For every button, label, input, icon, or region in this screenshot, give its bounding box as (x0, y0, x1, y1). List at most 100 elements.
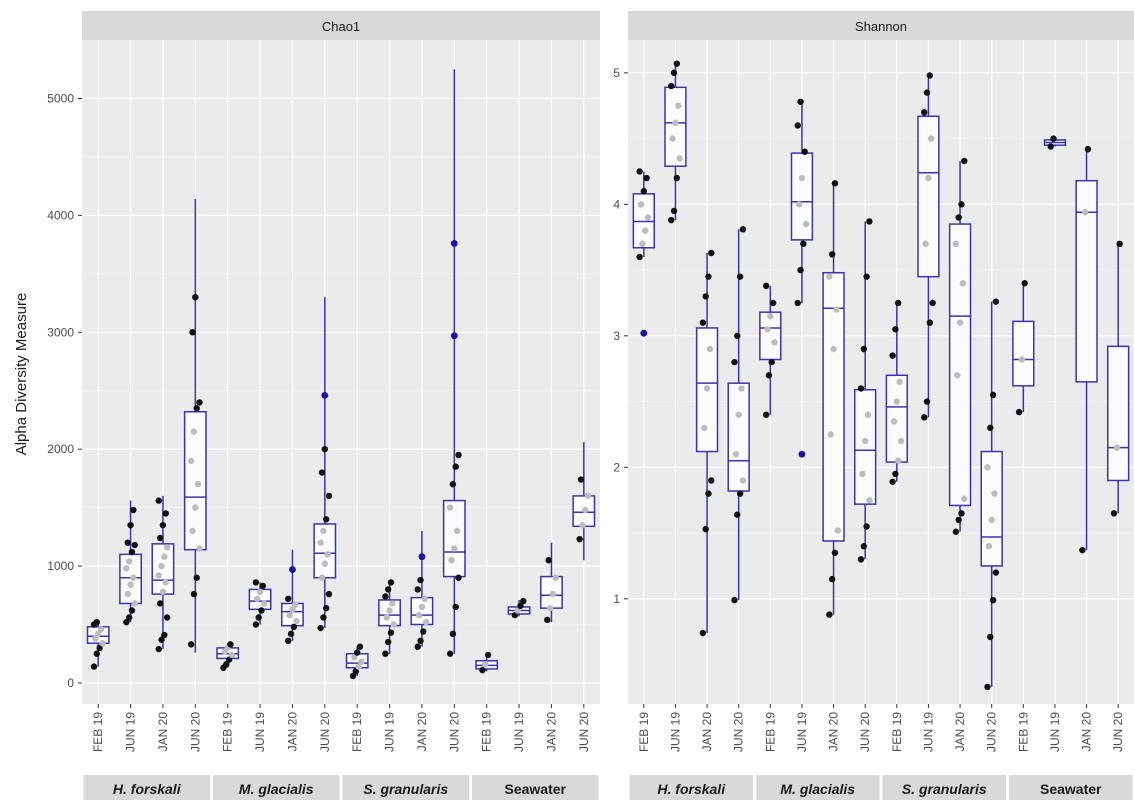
group-strip-label: M. glacialis (780, 781, 855, 797)
data-point (417, 576, 424, 584)
data-point (155, 645, 162, 653)
facet-strip (628, 11, 1134, 40)
box-m-glacialisjan-20 (281, 549, 304, 645)
y-tick-label: 5000 (47, 91, 74, 105)
y-tick-label: 2 (613, 460, 620, 474)
data-point (897, 437, 905, 445)
data-point (984, 683, 991, 691)
data-point (670, 207, 678, 215)
data-point (455, 574, 462, 581)
data-point (511, 611, 519, 619)
data-point (124, 539, 131, 546)
data-point (708, 477, 715, 484)
data-point (545, 557, 552, 564)
box-h-forskalijun-20 (183, 198, 207, 653)
data-point (125, 614, 133, 621)
x-tick-label: JAN 20 (285, 712, 299, 752)
data-point (860, 543, 867, 550)
data-point (252, 579, 260, 586)
x-tick-label: JAN 20 (700, 712, 714, 752)
data-point (739, 477, 747, 484)
data-point (1110, 510, 1118, 517)
data-point (828, 251, 836, 258)
group-strip-label: S. granularis (363, 781, 448, 797)
facet-strip-title: Shannon (855, 19, 907, 34)
data-point (643, 174, 650, 182)
data-point (801, 148, 808, 155)
data-point (800, 240, 807, 248)
data-point (857, 385, 865, 392)
data-point (383, 614, 390, 621)
facet-strip-title: Chao1 (322, 19, 360, 34)
box-iqr (980, 450, 1003, 567)
data-point (961, 157, 968, 165)
box-h-forskalifeb-19 (632, 168, 655, 337)
data-point (1079, 546, 1086, 554)
data-point (860, 345, 867, 353)
data-point (127, 521, 134, 529)
box-seawaterjun-20 (572, 442, 596, 561)
data-point (90, 663, 98, 670)
x-tick-label: JUN 19 (253, 712, 267, 752)
data-point (317, 539, 324, 546)
box-h-forskalijun-19 (664, 60, 687, 224)
box-iqr (854, 389, 877, 505)
box-iqr (917, 115, 940, 278)
y-axis-label: Alpha Diversity Measure (13, 293, 30, 456)
x-tick-label: JUN 20 (858, 712, 872, 752)
data-point (798, 174, 806, 182)
data-point (929, 299, 936, 307)
data-point (644, 214, 652, 221)
box-iqr (1075, 179, 1098, 383)
group-strip (756, 775, 880, 800)
data-point (794, 299, 801, 307)
outlier-point (798, 450, 806, 458)
y-tick-label: 2000 (47, 442, 74, 456)
facet-strip (82, 11, 600, 40)
box-iqr (442, 499, 466, 578)
data-point (637, 201, 645, 208)
data-point (734, 511, 741, 518)
x-tick-label: JUN 20 (732, 712, 746, 752)
data-point (123, 618, 130, 626)
x-tick-label: JUN 20 (577, 712, 591, 752)
box-m-glacialisjun-19 (248, 579, 272, 628)
data-point (285, 595, 292, 602)
data-point (323, 516, 330, 523)
data-point (861, 437, 869, 445)
box-m-glacialisjun-20 (313, 297, 337, 632)
data-point (896, 378, 903, 386)
box-seawaterjun-20 (1107, 240, 1130, 517)
data-point (928, 135, 935, 142)
data-point (446, 650, 454, 657)
data-point (389, 600, 396, 607)
data-point (826, 611, 833, 618)
data-point (767, 312, 774, 320)
data-point (702, 525, 709, 533)
data-point (259, 582, 267, 590)
box-s-granularisjun-19 (917, 72, 940, 421)
data-point (92, 635, 99, 642)
data-point (196, 399, 203, 406)
data-point (771, 339, 778, 346)
group-strip (213, 775, 340, 800)
box-s-granularisjun-20 (442, 69, 466, 657)
box-iqr (151, 543, 175, 595)
x-tick-label: JAN 20 (953, 712, 967, 752)
data-point (93, 650, 100, 657)
data-point (192, 293, 199, 301)
data-point (190, 428, 198, 435)
data-point (952, 528, 960, 535)
data-point (255, 614, 262, 621)
data-point (672, 119, 679, 127)
box-iqr (410, 596, 434, 626)
x-tick-label: JAN 20 (1080, 712, 1094, 752)
data-point (382, 650, 389, 657)
data-point (156, 534, 164, 542)
data-point (125, 558, 133, 565)
data-point (196, 545, 203, 552)
data-point (769, 299, 777, 307)
data-point (668, 82, 675, 90)
data-point (833, 306, 840, 313)
group-strip (342, 775, 469, 800)
